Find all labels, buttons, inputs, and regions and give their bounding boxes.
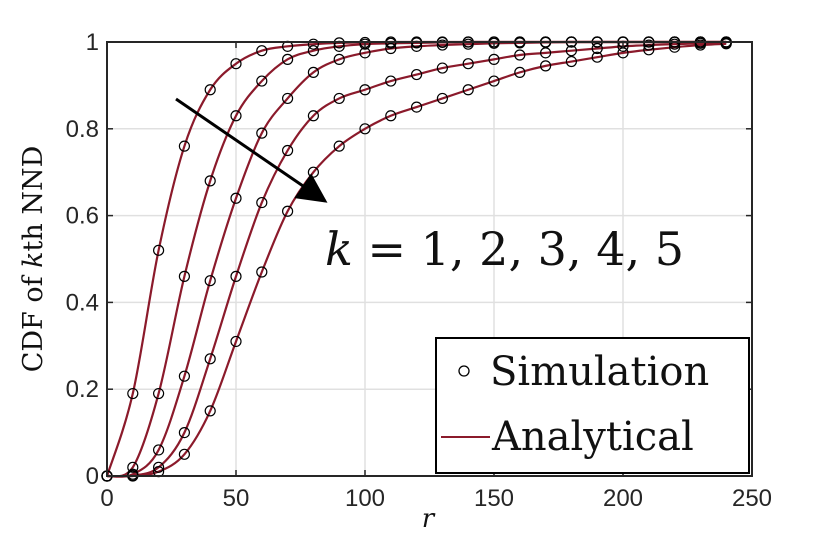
simulation-point-k4 (668, 38, 681, 50)
simulation-point-k5 (256, 266, 268, 278)
simulation-point-k4 (385, 75, 397, 87)
y-axis-label-prefix: CDF of (18, 268, 49, 372)
simulation-point-k4 (436, 62, 448, 74)
x-tick-label: 100 (345, 485, 385, 512)
simulation-point-k2 (359, 38, 371, 50)
simulation-point-k1 (307, 38, 319, 50)
simulation-point-k5 (514, 66, 526, 78)
simulation-point-k5 (385, 110, 397, 122)
simulation-point-k5 (643, 44, 655, 56)
simulation-point-k2 (204, 175, 216, 187)
k-annotation: k = 1, 2, 3, 4, 5 (325, 222, 684, 276)
simulation-point-k2 (307, 45, 319, 57)
legend: Simulation Analytical (435, 337, 750, 474)
simulation-point-k4 (539, 47, 552, 59)
simulation-point-k2 (256, 75, 268, 87)
simulation-point-k3 (307, 66, 319, 78)
legend-analytical-label: Analytical (491, 414, 694, 460)
simulation-point-k5 (178, 448, 190, 460)
y-axis-label: CDF of kth NND (18, 146, 49, 373)
simulation-point-k5 (591, 51, 603, 63)
simulation-point-k4 (565, 45, 578, 57)
simulation-point-k3 (178, 370, 190, 382)
simulation-point-k3 (204, 275, 216, 287)
simulation-point-k3 (153, 444, 165, 456)
simulation-point-k1 (127, 387, 139, 400)
y-tick-label: 0 (86, 463, 99, 490)
simulation-point-k3 (333, 53, 345, 65)
simulation-point-k3 (256, 127, 268, 139)
simulation-point-k1 (153, 244, 165, 256)
simulation-point-k4 (230, 270, 242, 282)
simulation-point-k5 (488, 75, 500, 87)
simulation-point-k5 (230, 335, 242, 348)
simulation-point-k4 (333, 92, 345, 105)
k-annotation-values: = 1, 2, 3, 4, 5 (353, 222, 684, 276)
simulation-point-k4 (256, 196, 268, 209)
legend-box (435, 337, 750, 474)
simulation-point-k3 (230, 192, 242, 204)
simulation-point-k4 (488, 53, 500, 65)
simulation-point-k1 (256, 45, 268, 57)
simulation-point-k4 (591, 42, 603, 55)
analytical-curve-k5 (106, 42, 727, 478)
simulation-point-k5 (411, 101, 423, 113)
simulation-point-k4 (411, 68, 423, 81)
simulation-point-k2 (153, 387, 165, 400)
simulation-point-k4 (204, 353, 216, 365)
legend-marker-icon (458, 365, 470, 377)
x-tick-label: 250 (732, 485, 772, 512)
y-tick-label: 0.4 (66, 289, 99, 316)
simulation-point-k4 (359, 84, 371, 96)
simulation-point-k3 (436, 39, 448, 51)
simulation-point-k1 (230, 58, 242, 70)
x-tick-label: 150 (474, 485, 514, 512)
simulation-point-k3 (282, 92, 294, 105)
simulation-point-k4 (153, 461, 165, 473)
axes-box (106, 41, 753, 477)
simulation-point-k5 (539, 60, 552, 72)
simulation-point-k4 (514, 49, 526, 61)
ticks: 0 50 100 150 200 250 0 0.2 0.4 0.6 0.8 1 (66, 29, 772, 512)
y-tick-label: 1 (86, 29, 99, 56)
simulation-point-k4 (307, 110, 319, 122)
simulation-point-k5 (462, 84, 474, 96)
x-tick-label: 50 (223, 485, 250, 512)
y-tick-label: 0.6 (66, 203, 99, 230)
simulation-point-k4 (282, 144, 294, 157)
x-axis-label: r (422, 504, 436, 534)
simulation-point-k4 (178, 427, 190, 439)
simulation-point-k5 (720, 38, 732, 50)
simulation-point-k5 (436, 92, 448, 105)
y-axis-label-var: k (18, 251, 49, 267)
simulation-point-k1 (178, 140, 190, 152)
simulation-point-k2 (385, 37, 397, 49)
simulation-point-k1 (204, 84, 216, 96)
simulation-point-k5 (694, 39, 707, 51)
simulation-point-k2 (178, 270, 190, 282)
simulation-point-k2 (230, 110, 242, 122)
trend-arrow (175, 97, 328, 203)
y-tick-label: 0.2 (66, 376, 99, 403)
simulation-point-k5 (565, 55, 578, 68)
simulation-point-k3 (462, 38, 474, 50)
legend-simulation-label: Simulation (490, 349, 709, 395)
simulation-point-k2 (282, 53, 294, 65)
simulation-point-k2 (127, 461, 139, 473)
simulation-point-k5 (333, 140, 345, 152)
x-tick-label: 0 (100, 485, 113, 512)
y-axis-label-suffix: th NND (18, 146, 49, 252)
x-tick-label: 200 (603, 485, 643, 512)
simulation-point-k5 (204, 405, 216, 417)
simulation-point-k3 (488, 37, 500, 49)
simulation-point-k4 (462, 58, 474, 70)
k-annotation-var: k (325, 222, 353, 276)
simulation-point-k4 (643, 39, 655, 51)
simulation-point-k3 (385, 42, 397, 55)
y-tick-label: 0.8 (66, 116, 99, 143)
simulation-point-k5 (359, 123, 371, 135)
simulation-point-k5 (282, 205, 294, 217)
